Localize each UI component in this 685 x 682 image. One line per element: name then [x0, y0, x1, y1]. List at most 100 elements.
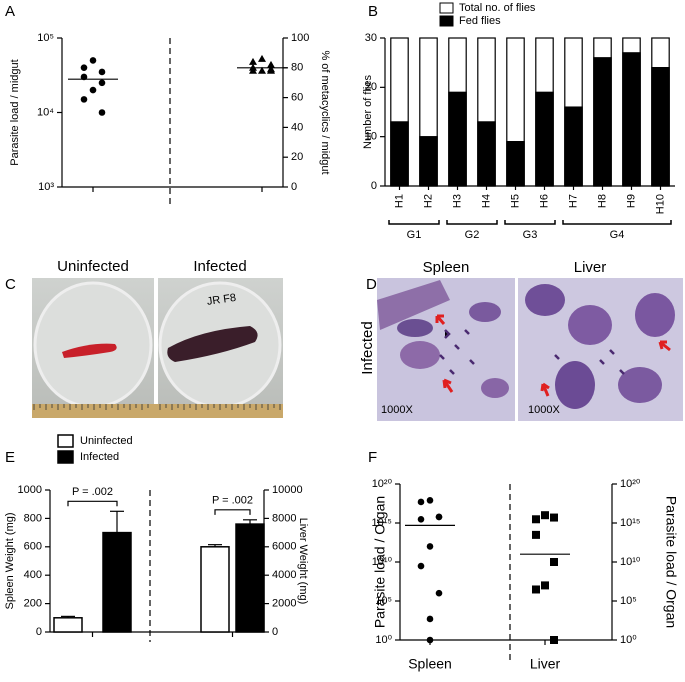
- bar: [477, 121, 496, 187]
- marker: [89, 86, 97, 94]
- marker: [89, 57, 97, 64]
- annotation: P = .002: [212, 495, 253, 507]
- tick-label: 10⁵: [620, 595, 637, 607]
- legend-label: Uninfected: [80, 435, 133, 447]
- marker: [258, 54, 266, 62]
- x-tick-label: H4: [480, 194, 492, 208]
- group-bracket: [562, 220, 672, 225]
- axis-title: Parasite load / Organ: [663, 496, 679, 628]
- x-tick-label: H9: [625, 194, 637, 208]
- bar: [622, 52, 641, 187]
- x-tick-label: Liver: [530, 656, 561, 672]
- tick-label: 100: [291, 32, 309, 44]
- marker: [417, 515, 425, 523]
- tick-label: 30: [365, 32, 377, 44]
- marker: [550, 636, 558, 644]
- photo-label: Uninfected: [57, 258, 129, 275]
- panel-label: A: [5, 3, 15, 20]
- tick-label: 6000: [272, 541, 296, 553]
- tick-label: 2000: [272, 598, 296, 610]
- marker: [541, 581, 549, 590]
- tick-label: 1000: [18, 484, 42, 496]
- marker: [550, 513, 558, 522]
- group-label: G4: [610, 229, 625, 241]
- significance-bracket: [67, 500, 118, 507]
- marker: [417, 562, 425, 570]
- tick-label: 40: [291, 121, 303, 133]
- axis-title: Liver Weight (mg): [297, 518, 309, 605]
- tick-label: 800: [24, 512, 42, 524]
- tick-label: 10⁰: [375, 634, 392, 646]
- x-tick-label: H5: [509, 194, 521, 208]
- marker: [258, 66, 266, 74]
- marker: [541, 511, 549, 520]
- x-tick-label: H1: [393, 194, 405, 208]
- bar: [593, 57, 612, 187]
- tick-label: 600: [24, 541, 42, 553]
- marker: [98, 68, 106, 76]
- tick-label: 10⁵: [37, 32, 54, 44]
- magnification: 1000X: [381, 404, 413, 416]
- bar: [102, 531, 132, 633]
- tick-label: 10¹⁰: [372, 556, 393, 568]
- group-label: G2: [465, 229, 480, 241]
- marker: [435, 589, 443, 597]
- tick-label: 10⁰: [620, 634, 637, 646]
- axis-title: Parasite load / Organ: [372, 496, 388, 628]
- tick-label: 8000: [272, 512, 296, 524]
- group-bracket: [388, 220, 440, 225]
- tick-label: 0: [36, 626, 42, 638]
- legend-label: Fed flies: [459, 15, 501, 27]
- tick-label: 10¹⁵: [372, 517, 392, 529]
- svg-text:JR F8: JR F8: [206, 292, 237, 308]
- legend-swatch: [57, 434, 74, 448]
- x-tick-label: H6: [538, 194, 550, 208]
- tick-label: 4000: [272, 569, 296, 581]
- x-tick-label: H7: [567, 194, 579, 208]
- tick-label: 10¹⁵: [620, 517, 640, 529]
- significance-bracket: [214, 509, 251, 515]
- tick-label: 200: [24, 598, 42, 610]
- photo-label: Liver: [574, 259, 607, 276]
- tick-label: 10000: [272, 484, 303, 496]
- marker: [417, 498, 425, 506]
- legend-swatch: [57, 450, 74, 464]
- axis-title: Parasite load / midgut: [9, 59, 21, 165]
- marker: [426, 543, 434, 550]
- marker: [426, 636, 434, 644]
- marker: [98, 79, 106, 87]
- magnification: 1000X: [528, 404, 560, 416]
- group-label: G3: [523, 229, 538, 241]
- marker: [80, 96, 88, 103]
- tick-label: 10⁵: [375, 595, 392, 607]
- tick-label: 80: [291, 62, 303, 74]
- bar: [535, 91, 554, 187]
- marker: [80, 64, 88, 71]
- bar: [448, 91, 467, 187]
- tick-label: 20: [365, 81, 377, 93]
- x-tick-label: Spleen: [408, 656, 452, 672]
- photo-label: Spleen: [423, 259, 470, 276]
- tick-label: 0: [371, 180, 377, 192]
- marker: [249, 66, 257, 74]
- group-bracket: [446, 220, 498, 225]
- marker: [249, 57, 257, 65]
- panel-label: F: [368, 449, 377, 466]
- marker: [267, 66, 275, 74]
- tick-label: 10²⁰: [372, 478, 393, 490]
- tick-label: 20: [291, 151, 303, 163]
- bar: [235, 523, 265, 633]
- bar: [390, 121, 409, 187]
- axis-title: % of metacyclics / midgut: [319, 50, 331, 174]
- marker: [426, 615, 434, 623]
- photo-label: Infected: [193, 258, 246, 275]
- axis-title: Number of flies: [362, 75, 374, 149]
- tick-label: 400: [24, 569, 42, 581]
- marker: [550, 558, 558, 566]
- panel-label: E: [5, 449, 15, 466]
- legend-swatch: [439, 2, 454, 14]
- bar: [200, 546, 230, 633]
- x-tick-label: H3: [451, 194, 463, 208]
- marker: [532, 530, 540, 539]
